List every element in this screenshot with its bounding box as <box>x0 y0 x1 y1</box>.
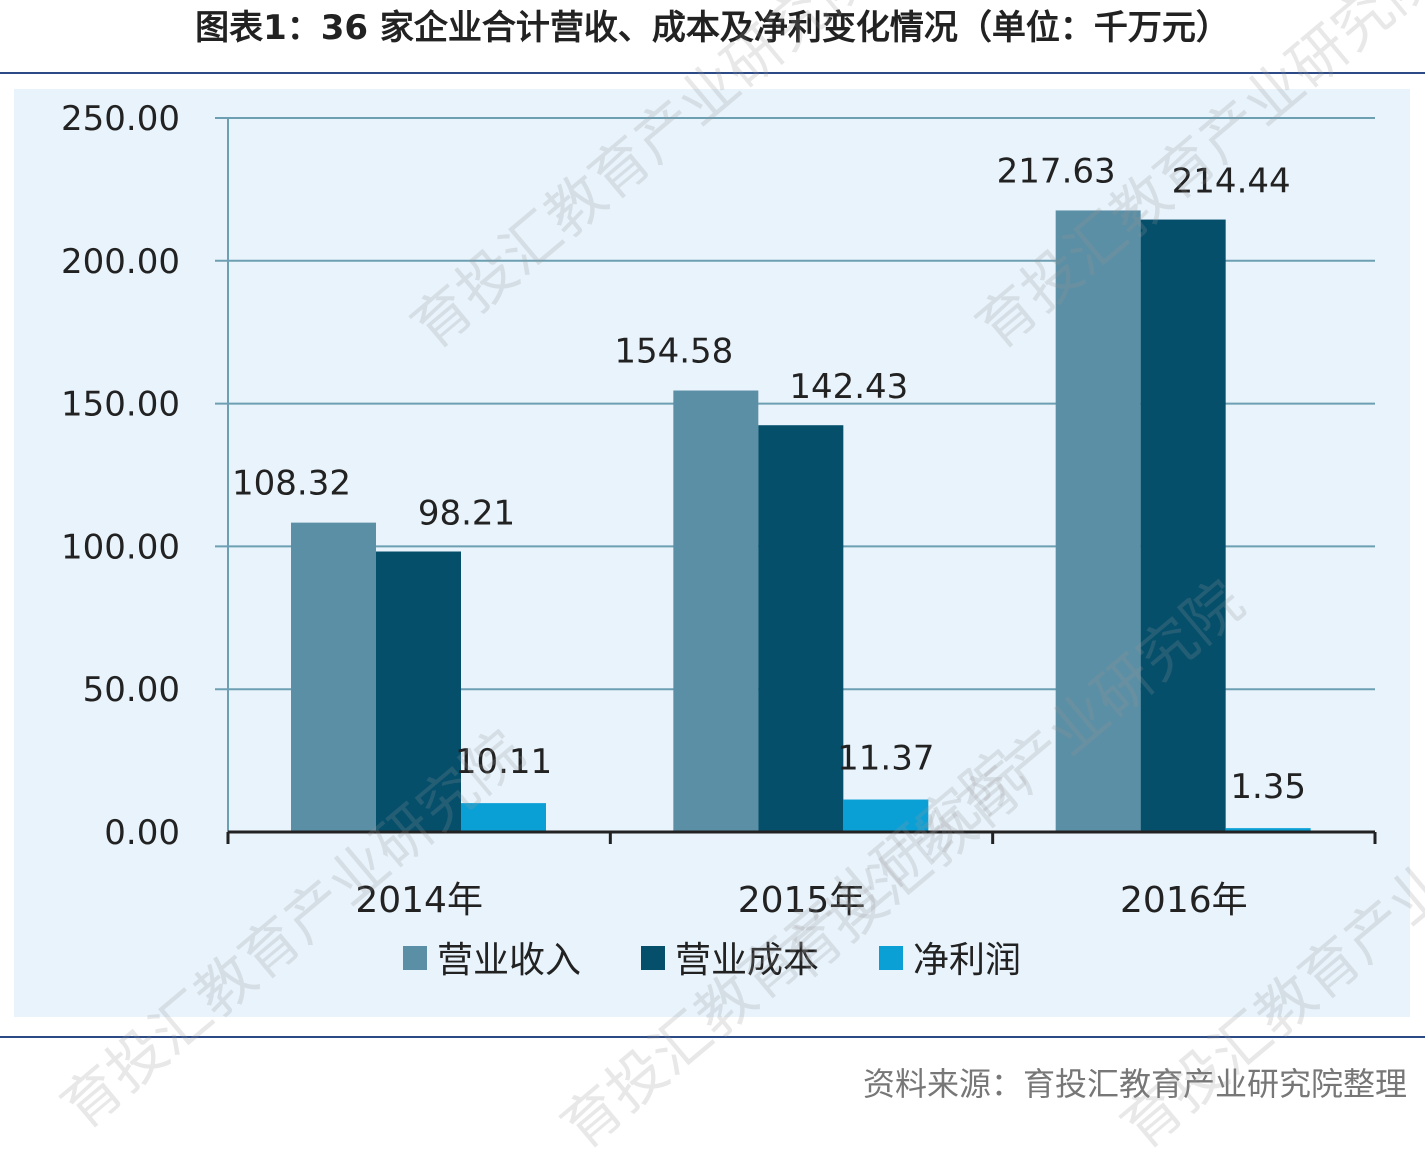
bars <box>291 210 1311 833</box>
bar-净利润-2015年 <box>843 799 929 832</box>
y-tick-label: 250.00 <box>61 99 180 139</box>
x-tick-label: 2014年 <box>355 880 483 921</box>
data-label: 10.11 <box>455 742 552 782</box>
y-tick-label: 100.00 <box>61 527 180 567</box>
data-label: 214.44 <box>1172 162 1291 202</box>
data-label: 217.63 <box>997 151 1116 191</box>
source-note: 资料来源：育投汇教育产业研究院整理 <box>862 1065 1407 1103</box>
x-tick-label: 2015年 <box>738 880 866 921</box>
x-tick-label: 2016年 <box>1120 880 1248 921</box>
bar-营业收入-2016年 <box>1055 210 1141 832</box>
bar-chart: 0.00 50.00 100.00 150.00 200.00 250.00 108.32… <box>61 99 1377 981</box>
data-label: 142.43 <box>789 367 908 407</box>
y-tick-label: 0.00 <box>104 813 180 853</box>
legend: 营业收入 营业成本 净利润 <box>403 940 1021 981</box>
data-labels: 108.32 154.58 217.63 98.21 142.43 214.44 10.11… <box>232 151 1306 807</box>
data-label: 108.32 <box>232 464 351 504</box>
legend-swatch <box>641 946 665 970</box>
data-label: 11.37 <box>837 739 934 779</box>
legend-label: 营业收入 <box>437 940 581 981</box>
y-tick-label: 150.00 <box>61 385 180 425</box>
bar-营业收入-2014年 <box>291 522 376 832</box>
bottom-rule <box>0 1036 1425 1038</box>
legend-swatch <box>879 946 903 970</box>
y-tick-labels: 0.00 50.00 100.00 150.00 200.00 250.00 <box>61 99 180 853</box>
chart-title: 图表1：36 家企业合计营收、成本及净利变化情况（单位：千万元） <box>195 8 1230 48</box>
bar-净利润-2014年 <box>461 803 546 832</box>
data-label: 154.58 <box>614 332 733 372</box>
legend-label: 营业成本 <box>675 940 819 981</box>
y-tick-label: 50.00 <box>83 670 180 710</box>
legend-swatch <box>403 946 427 970</box>
bar-净利润-2016年 <box>1225 828 1311 832</box>
x-axis <box>226 830 1377 844</box>
bar-营业成本-2016年 <box>1140 219 1226 833</box>
legend-label: 净利润 <box>913 940 1021 981</box>
data-label: 98.21 <box>418 494 515 534</box>
bar-营业收入-2015年 <box>673 390 759 832</box>
bar-营业成本-2015年 <box>758 425 844 832</box>
top-rule <box>0 72 1425 74</box>
data-label: 1.35 <box>1230 767 1306 807</box>
x-tick-labels: 2014年 2015年 2016年 <box>355 880 1247 921</box>
y-tick-label: 200.00 <box>61 242 180 282</box>
bar-营业成本-2014年 <box>376 551 461 832</box>
